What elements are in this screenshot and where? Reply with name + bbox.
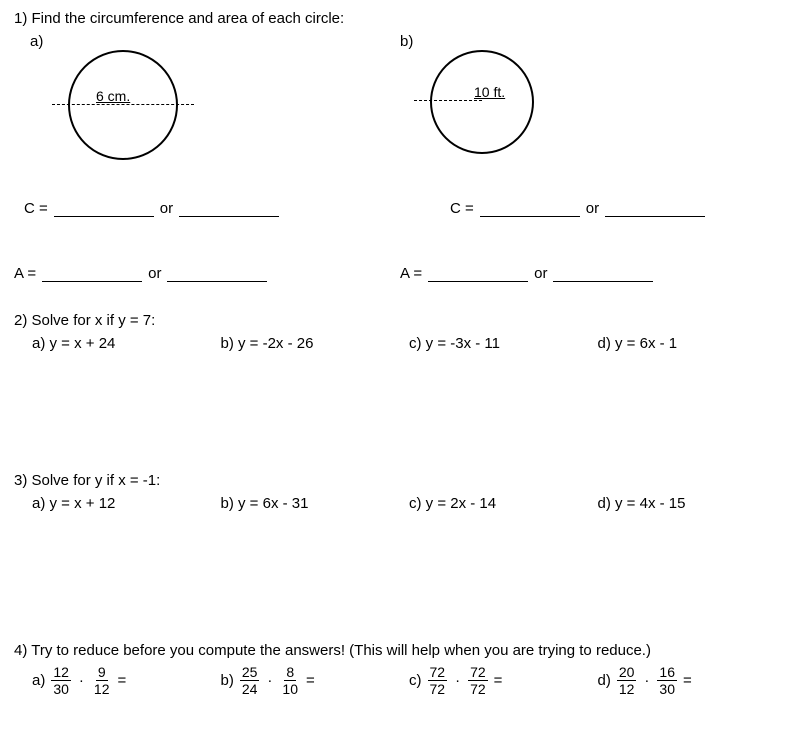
eq-sign: = — [306, 672, 315, 689]
frac-num: 16 — [657, 665, 677, 681]
dot-icon: · — [453, 672, 462, 689]
frac-den: 24 — [240, 681, 260, 696]
frac-den: 30 — [51, 681, 71, 696]
frac-num: 72 — [468, 665, 488, 681]
q1-circle-a — [68, 50, 178, 160]
q3-b: b) y = 6x - 31 — [221, 495, 410, 512]
frac-den: 12 — [617, 681, 637, 696]
q4-a-label: a) — [32, 672, 45, 689]
frac-den: 72 — [468, 681, 488, 696]
q1-circle-b-wrap: 10 ft. — [400, 50, 786, 170]
q4-b-label: b) — [221, 672, 234, 689]
q1-circle-b-label: 10 ft. — [474, 84, 505, 100]
frac-num: 25 — [240, 665, 260, 681]
q2-d: d) y = 6x - 1 — [598, 335, 787, 352]
q1-b-label: b) — [400, 33, 786, 50]
frac-num: 12 — [51, 665, 71, 681]
q2-prompt: 2) Solve for x if y = 7: — [14, 312, 786, 329]
q1-a-A-line: A = or — [14, 265, 400, 282]
q2-c: c) y = -3x - 11 — [409, 335, 598, 352]
eq-sign: = — [118, 672, 127, 689]
q4-a-frac2: 9 12 — [92, 665, 112, 696]
frac-den: 10 — [280, 681, 300, 696]
q4-b-frac1: 25 24 — [240, 665, 260, 696]
q4-d: d) 20 12 · 16 30 = — [598, 665, 787, 696]
q4-c: c) 72 72 · 72 72 = — [409, 665, 598, 696]
q2-a: a) y = x + 24 — [32, 335, 221, 352]
q1-a-C-blank1[interactable] — [54, 203, 154, 217]
q3-a: a) y = x + 12 — [32, 495, 221, 512]
frac-num: 9 — [96, 665, 108, 681]
q1-A-eq: A = — [400, 265, 422, 282]
q3-prompt: 3) Solve for y if x = -1: — [14, 472, 786, 489]
q4-c-label: c) — [409, 672, 422, 689]
q4-row: a) 12 30 · 9 12 = b) 25 24 · 8 10 = — [14, 665, 786, 696]
q1-or: or — [148, 265, 161, 282]
frac-den: 12 — [92, 681, 112, 696]
eq-sign: = — [683, 672, 692, 689]
q1-b-A-line: A = or — [400, 265, 786, 282]
q2-section: 2) Solve for x if y = 7: a) y = x + 24 b… — [14, 312, 786, 352]
q3-section: 3) Solve for y if x = -1: a) y = x + 12 … — [14, 472, 786, 512]
q1-grid: a) 6 cm. C = or A = or b) 10 ft. C = — [14, 33, 786, 282]
q4-b-frac2: 8 10 — [280, 665, 300, 696]
q1-a-A-blank1[interactable] — [42, 268, 142, 282]
q4-prompt: 4) Try to reduce before you compute the … — [14, 642, 786, 659]
q1-or: or — [160, 200, 173, 217]
frac-num: 20 — [617, 665, 637, 681]
frac-num: 8 — [284, 665, 296, 681]
q1-b-C-blank1[interactable] — [480, 203, 580, 217]
q3-d: d) y = 4x - 15 — [598, 495, 787, 512]
dot-icon: · — [77, 672, 86, 689]
q4-d-frac2: 16 30 — [657, 665, 677, 696]
q1-circle-a-label: 6 cm. — [96, 88, 130, 104]
q1-b-A-blank1[interactable] — [428, 268, 528, 282]
q4-a-frac1: 12 30 — [51, 665, 71, 696]
q1-or: or — [534, 265, 547, 282]
q1-C-eq: C = — [450, 200, 474, 217]
q2-row: a) y = x + 24 b) y = -2x - 26 c) y = -3x… — [14, 335, 786, 352]
dot-icon: · — [642, 672, 651, 689]
q1-or: or — [586, 200, 599, 217]
q1-C-eq: C = — [24, 200, 48, 217]
q1-circle-b — [430, 50, 534, 154]
q3-c: c) y = 2x - 14 — [409, 495, 598, 512]
dot-icon: · — [265, 672, 274, 689]
q4-a: a) 12 30 · 9 12 = — [32, 665, 221, 696]
q1-b-C-blank2[interactable] — [605, 203, 705, 217]
q1-a-C-line: C = or — [14, 200, 400, 217]
q1-prompt: 1) Find the circumference and area of ea… — [14, 10, 786, 27]
q4-d-frac1: 20 12 — [617, 665, 637, 696]
q1-circle-a-wrap: 6 cm. — [14, 50, 400, 170]
q1-a-A-blank2[interactable] — [167, 268, 267, 282]
frac-den: 72 — [428, 681, 448, 696]
q1-col-a: a) 6 cm. C = or A = or — [14, 33, 400, 282]
q4-section: 4) Try to reduce before you compute the … — [14, 642, 786, 696]
q1-b-C-line: C = or — [400, 200, 786, 217]
q3-row: a) y = x + 12 b) y = 6x - 31 c) y = 2x -… — [14, 495, 786, 512]
frac-num: 72 — [428, 665, 448, 681]
q4-d-label: d) — [598, 672, 611, 689]
q1-col-b: b) 10 ft. C = or A = or — [400, 33, 786, 282]
q4-c-frac2: 72 72 — [468, 665, 488, 696]
q2-b: b) y = -2x - 26 — [221, 335, 410, 352]
q1-A-eq: A = — [14, 265, 36, 282]
q1-a-C-blank2[interactable] — [179, 203, 279, 217]
eq-sign: = — [494, 672, 503, 689]
q4-c-frac1: 72 72 — [428, 665, 448, 696]
q1-radius-b — [414, 100, 482, 101]
q1-diameter-a — [52, 104, 194, 105]
frac-den: 30 — [657, 681, 677, 696]
q1-a-label: a) — [14, 33, 400, 50]
q4-b: b) 25 24 · 8 10 = — [221, 665, 410, 696]
q1-b-A-blank2[interactable] — [553, 268, 653, 282]
